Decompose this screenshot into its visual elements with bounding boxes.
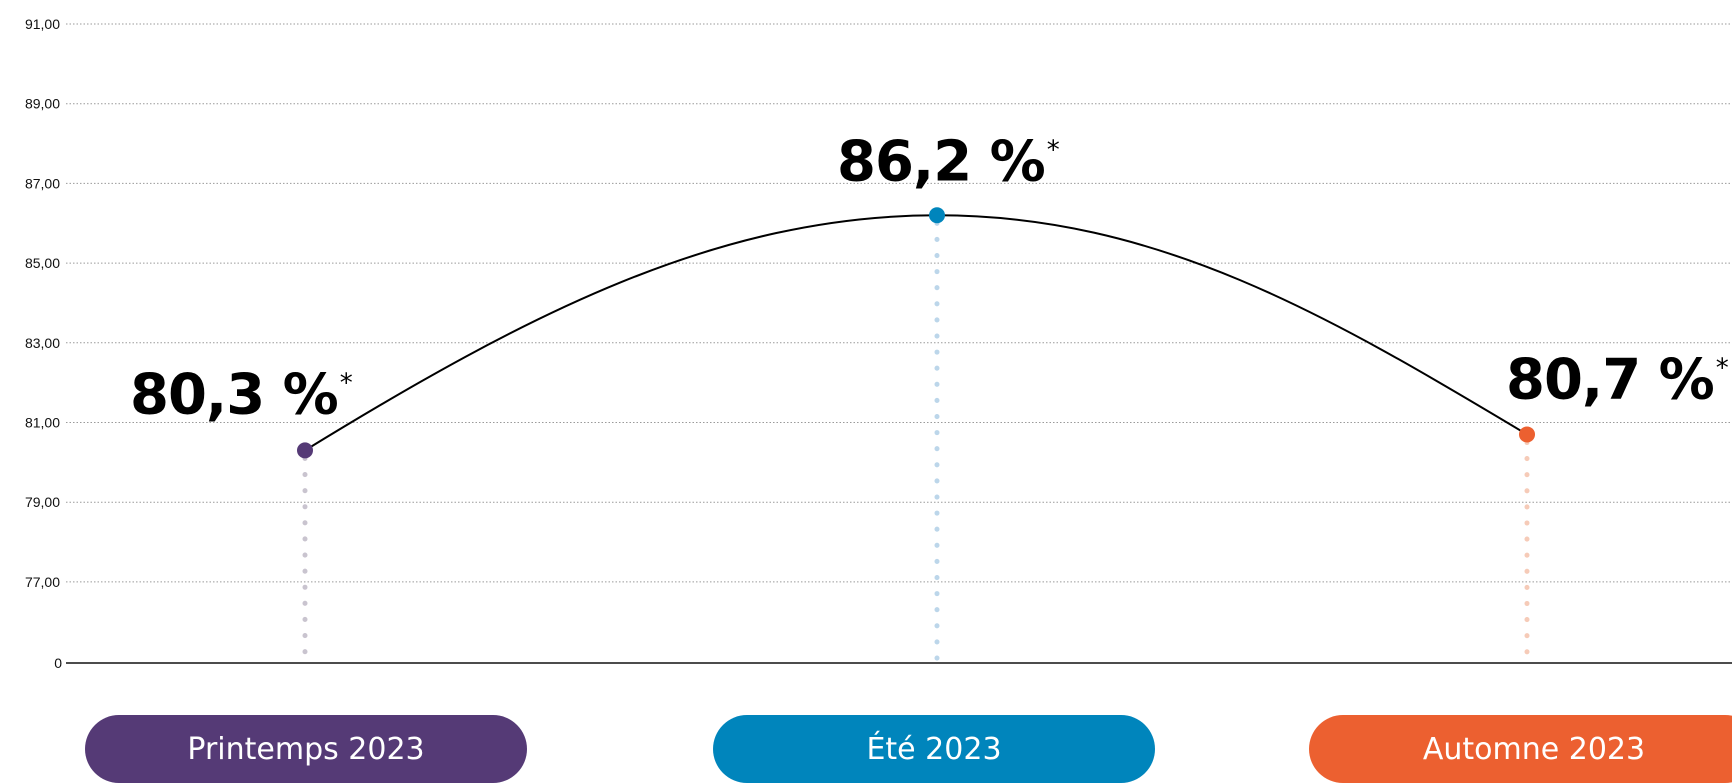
y-tick-label: 87,00 (25, 175, 60, 191)
data-label: 80,3 % (130, 362, 338, 427)
y-tick-label: 77,00 (25, 574, 60, 590)
data-point (929, 207, 945, 224)
y-tick-label: 83,00 (25, 335, 60, 351)
data-label: 80,7 % (1506, 347, 1714, 412)
category-label: Automne 2023 (1309, 715, 1732, 783)
category-label: Printemps 2023 (85, 715, 527, 783)
data-point (1519, 426, 1535, 443)
y-tick-label: 79,00 (25, 494, 60, 510)
data-label: 86,2 % (837, 129, 1045, 194)
category-label: Été 2023 (713, 715, 1155, 783)
data-label-note: * (1047, 135, 1060, 165)
data-label-note: * (1716, 353, 1729, 383)
y-tick-label: 85,00 (25, 255, 60, 271)
data-label-note: * (340, 368, 353, 398)
y-tick-label: 91,00 (25, 16, 60, 32)
series-line (304, 214, 1528, 452)
y-tick-label: 81,00 (25, 415, 60, 431)
y-tick-label: 0 (54, 655, 62, 671)
y-tick-label: 89,00 (25, 96, 60, 112)
data-point (297, 442, 313, 459)
